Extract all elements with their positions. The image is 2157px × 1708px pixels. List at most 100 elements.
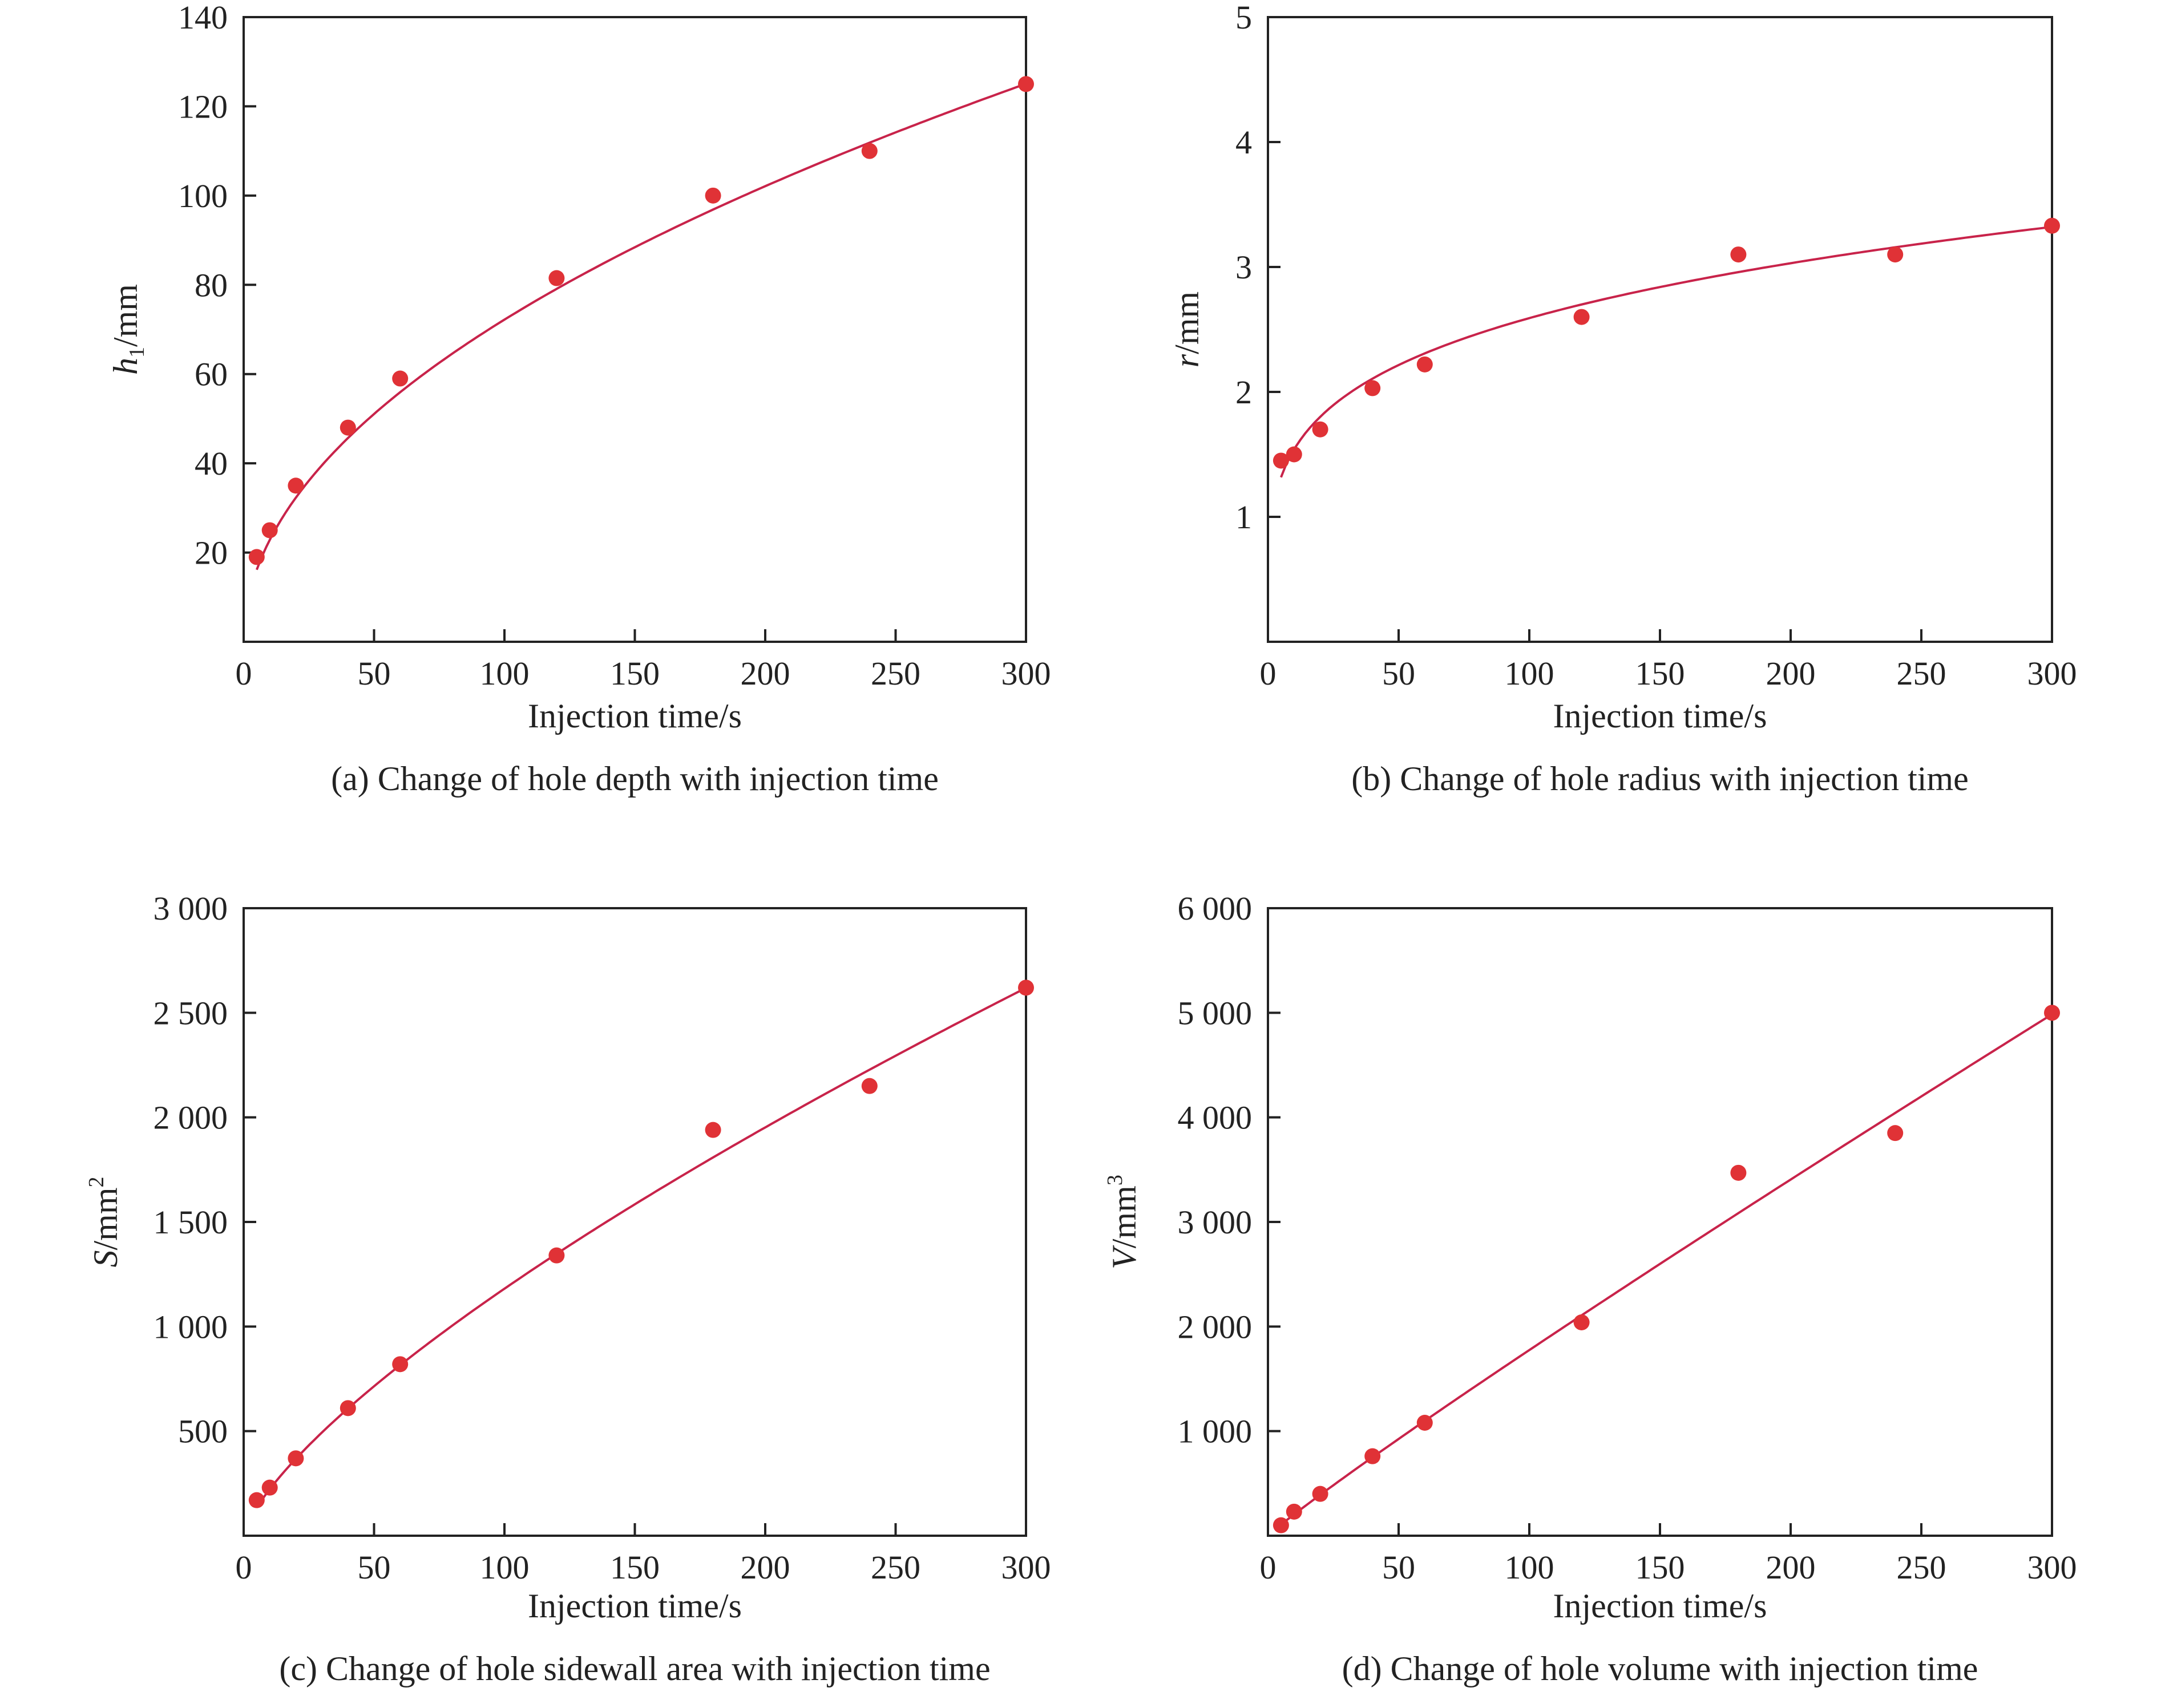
data-point xyxy=(1416,1415,1433,1431)
data-point xyxy=(1273,452,1289,469)
y-tick-label: 2 500 xyxy=(154,994,228,1031)
panel-a: 0 50 100 150 200 250 300 20 40 60 80 100 120 140 Injec… xyxy=(107,0,1051,798)
data-point xyxy=(1887,1125,1904,1142)
fit-curve xyxy=(256,986,1027,1508)
data-point xyxy=(340,419,356,436)
panel-caption: (a) Change of hole depth with injection … xyxy=(331,760,939,798)
y-tick-label: 1 000 xyxy=(154,1308,228,1345)
y-tick-label: 2 xyxy=(1235,374,1252,411)
data-point xyxy=(1887,246,1904,263)
y-tick-label: 4 xyxy=(1235,124,1252,161)
data-point xyxy=(392,1356,409,1373)
data-point xyxy=(1573,309,1590,325)
y-tick-label: 3 000 xyxy=(154,890,228,927)
data-point xyxy=(705,1122,721,1138)
y-axis-superscript: 2 xyxy=(84,1176,108,1187)
x-tick-label: 250 xyxy=(1897,1549,1946,1586)
y-tick-label: 1 000 xyxy=(1178,1413,1253,1450)
x-tick-label: 300 xyxy=(1001,1549,1051,1586)
y-axis-label: r/mm xyxy=(1168,292,1206,367)
y-tick-label: 2 000 xyxy=(1178,1308,1253,1345)
plot-frame xyxy=(243,907,1027,1537)
x-tick-label: 0 xyxy=(1260,1549,1277,1586)
y-tick-label: 100 xyxy=(178,177,228,214)
data-point xyxy=(861,143,878,159)
x-axis-label: Injection time/s xyxy=(1553,697,1767,735)
x-axis-label: Injection time/s xyxy=(528,1587,742,1625)
x-tick-label: 50 xyxy=(1382,1549,1415,1586)
data-point xyxy=(861,1078,878,1094)
data-point xyxy=(2044,217,2060,234)
x-tick-label: 250 xyxy=(871,1549,920,1586)
x-tick-label: 150 xyxy=(1635,1549,1685,1586)
data-point xyxy=(1286,1503,1302,1520)
data-point xyxy=(1273,1517,1289,1533)
plot-frame xyxy=(243,16,1027,643)
y-axis-unit: /mm xyxy=(87,1187,124,1250)
x-tick-label: 250 xyxy=(1897,655,1946,692)
y-tick-label: 500 xyxy=(178,1413,228,1450)
x-tick-label: 50 xyxy=(1382,655,1415,692)
x-tick-label: 50 xyxy=(358,1549,391,1586)
data-point xyxy=(705,187,721,204)
data-point xyxy=(248,1492,265,1508)
y-axis-symbol: S xyxy=(87,1250,124,1268)
panel-b: 0 50 100 150 200 250 300 1 2 3 4 5 Injection time/s r… xyxy=(1168,0,2077,798)
x-axis-label: Injection time/s xyxy=(1553,1587,1767,1625)
x-tick-label: 200 xyxy=(741,1549,790,1586)
x-tick-label: 100 xyxy=(1505,1549,1554,1586)
panel-c: 0 50 100 150 200 250 300 500 1 000 1 500 2 000 2 50… xyxy=(84,890,1051,1687)
data-point xyxy=(1364,1448,1381,1464)
y-tick-label: 40 xyxy=(195,445,228,482)
y-tick-label: 6 000 xyxy=(1178,890,1253,927)
data-point xyxy=(1573,1314,1590,1330)
y-tick-label: 2 000 xyxy=(154,1099,228,1136)
x-tick-label: 0 xyxy=(236,1549,252,1586)
panel-caption: (d) Change of hole volume with injection… xyxy=(1342,1650,1978,1687)
data-point xyxy=(2044,1005,2060,1021)
x-tick-label: 300 xyxy=(1001,655,1051,692)
data-point xyxy=(261,522,278,539)
x-axis-label: Injection time/s xyxy=(528,697,742,735)
plot-frame xyxy=(1267,907,2053,1537)
y-axis-unit: /mm xyxy=(1168,292,1206,354)
x-tick-label: 0 xyxy=(236,655,252,692)
x-tick-label: 150 xyxy=(610,655,660,692)
panel-d: 0 50 100 150 200 250 300 1 000 2 000 3 000 4 000 5 … xyxy=(1103,890,2077,1687)
data-point xyxy=(1730,1164,1747,1181)
data-point xyxy=(248,549,265,565)
data-point xyxy=(1312,421,1328,438)
data-point xyxy=(1286,446,1302,463)
y-tick-label: 120 xyxy=(178,88,228,125)
y-tick-label: 20 xyxy=(195,535,228,572)
panel-caption: (c) Change of hole sidewall area with in… xyxy=(279,1650,990,1687)
y-axis-symbol: h xyxy=(107,358,144,375)
y-tick-label: 4 000 xyxy=(1178,1099,1253,1136)
y-tick-label: 3 000 xyxy=(1178,1204,1253,1241)
data-point xyxy=(288,477,304,494)
y-axis-label: V/mm3 xyxy=(1103,1175,1143,1269)
y-tick-label: 5 xyxy=(1235,0,1252,36)
y-axis-symbol: V xyxy=(1105,1245,1143,1269)
y-axis-unit: /mm xyxy=(1105,1185,1143,1248)
y-axis-unit: /mm xyxy=(107,284,144,347)
x-tick-label: 50 xyxy=(358,655,391,692)
data-point xyxy=(261,1479,278,1496)
fit-curve xyxy=(1280,1013,2053,1526)
data-point xyxy=(1018,76,1034,92)
x-tick-label: 300 xyxy=(2027,1549,2077,1586)
data-point xyxy=(1730,246,1747,263)
y-axis-label: h1/mm xyxy=(107,284,149,375)
data-point xyxy=(1364,380,1381,396)
data-point xyxy=(1416,356,1433,373)
x-tick-label: 200 xyxy=(741,655,790,692)
y-tick-label: 80 xyxy=(195,266,228,303)
panel-caption: (b) Change of hole radius with injection… xyxy=(1351,760,1968,798)
data-point xyxy=(340,1400,356,1416)
y-tick-label: 5 000 xyxy=(1178,994,1253,1031)
y-tick-label: 60 xyxy=(195,356,228,393)
x-tick-label: 0 xyxy=(1260,655,1277,692)
y-tick-label: 1 500 xyxy=(154,1204,228,1241)
